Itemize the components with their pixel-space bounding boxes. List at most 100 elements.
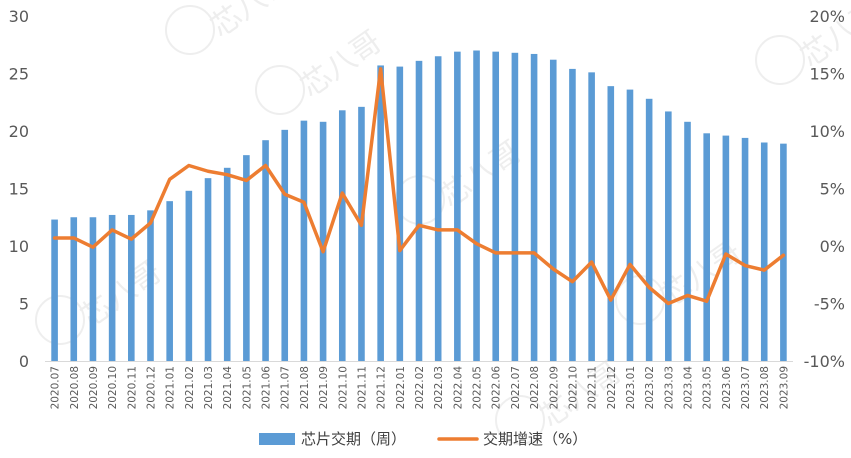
bar: [51, 219, 58, 361]
bar: [454, 51, 461, 362]
bar: [473, 50, 480, 361]
bar: [204, 178, 212, 361]
bar: [607, 86, 615, 362]
x-tick-label: 2021.08: [299, 366, 311, 409]
x-tick-label: 2023.01: [625, 366, 637, 409]
bar: [492, 51, 500, 362]
bar: [319, 121, 327, 361]
x-tick-label: 2021.06: [261, 366, 273, 410]
left-y-tick-label: 15: [9, 180, 29, 199]
watermark-text: 芯八哥: [295, 24, 389, 104]
x-tick-label: 2022.04: [452, 366, 464, 410]
x-tick-label: 2020.10: [107, 366, 119, 409]
bar: [703, 133, 710, 361]
x-axis: 2020.07 2020.08 2020.09 2020.10 2020.11 2020.…: [45, 361, 793, 410]
bar: [569, 68, 576, 362]
x-tick-label: 2021.12: [376, 366, 388, 409]
x-tick-label: 2022.02: [414, 366, 426, 409]
bar: [780, 143, 787, 361]
right-y-tick-label: 5%: [820, 180, 845, 199]
x-tick-label: 2020.11: [126, 366, 138, 409]
bar: [166, 201, 173, 361]
x-tick-label: 2021.05: [241, 366, 253, 409]
x-tick-label: 2022.11: [587, 366, 599, 409]
left-y-axis: 0 5 10 15 20 25 30: [9, 7, 29, 371]
x-tick-label: 2021.02: [184, 366, 196, 409]
bar: [530, 53, 538, 361]
x-tick-label: 2020.09: [88, 366, 100, 409]
bar: [434, 56, 442, 361]
right-y-tick-label: 0%: [820, 237, 845, 256]
x-tick-label: 2020.08: [69, 366, 81, 409]
right-y-tick-label: 10%: [809, 122, 845, 141]
bar: [147, 210, 154, 361]
x-tick-label: 2022.01: [395, 366, 407, 409]
x-tick-label: 2023.07: [740, 366, 752, 409]
x-tick-label: 2021.03: [203, 366, 215, 409]
bar: [665, 111, 672, 361]
bar: [338, 110, 346, 361]
bar: [626, 89, 634, 361]
bar: [684, 121, 691, 361]
x-tick-label: 2023.05: [702, 366, 714, 409]
x-tick-label: 2021.07: [280, 366, 292, 409]
x-tick-label: 2022.07: [510, 366, 522, 409]
x-tick-label: 2021.11: [356, 366, 368, 409]
bar: [358, 106, 365, 361]
x-tick-label: 2023.06: [721, 366, 733, 410]
bar: [108, 214, 116, 361]
watermark-mark: 芯八哥: [165, 0, 299, 55]
legend: 芯片交期（周） 交期增速（%）: [259, 430, 587, 448]
bar-series: [51, 50, 787, 362]
bar: [281, 129, 289, 361]
bar: [223, 167, 231, 361]
x-tick-label: 2022.08: [529, 366, 541, 409]
x-tick-label: 2022.06: [491, 366, 503, 410]
left-y-tick-label: 25: [9, 65, 29, 84]
bar: [396, 66, 404, 361]
bar: [549, 59, 557, 361]
bar: [243, 155, 250, 361]
right-y-tick-label: -10%: [804, 352, 845, 371]
left-y-tick-label: 0: [19, 352, 29, 371]
x-tick-label: 2023.08: [759, 366, 771, 409]
x-tick-label: 2020.12: [145, 366, 157, 409]
bar: [511, 52, 519, 362]
x-tick-label: 2022.12: [606, 366, 618, 409]
right-y-tick-label: -5%: [814, 295, 845, 314]
x-tick-label: 2021.04: [222, 366, 234, 410]
right-y-tick-label: 15%: [809, 65, 845, 84]
left-y-tick-label: 20: [9, 122, 29, 141]
left-y-tick-label: 5: [19, 295, 29, 314]
bar: [300, 120, 308, 362]
x-tick-label: 2023.04: [683, 366, 695, 410]
bar: [89, 217, 97, 361]
bar: [722, 135, 730, 361]
x-tick-label: 2021.01: [165, 366, 177, 409]
x-tick-label: 2022.09: [548, 366, 560, 409]
bar: [588, 72, 595, 361]
right-y-tick-label: 20%: [809, 7, 845, 26]
x-tick-label: 2022.03: [433, 366, 445, 409]
line-series: [52, 67, 786, 306]
watermark-text: 芯八哥: [205, 0, 299, 45]
bar: [185, 190, 193, 361]
bar: [377, 65, 384, 361]
bar: [415, 60, 423, 361]
x-tick-label: 2022.10: [567, 366, 579, 409]
x-tick-label: 2020.07: [50, 366, 62, 409]
legend-label-line: 交期增速（%）: [483, 430, 587, 448]
x-tick-label: 2022.05: [472, 366, 484, 409]
x-tick-label: 2023.03: [663, 366, 675, 409]
legend-swatch-bar: [259, 433, 295, 445]
right-y-axis: -10% -5% 0% 5% 10% 15% 20%: [804, 7, 845, 371]
bar: [741, 137, 749, 361]
x-tick-label: 2023.09: [778, 366, 790, 409]
bar: [128, 214, 135, 361]
left-y-tick-label: 30: [9, 7, 29, 26]
x-tick-label: 2021.09: [318, 366, 330, 409]
legend-label-bar: 芯片交期（周）: [301, 430, 406, 448]
x-tick-label: 2023.02: [644, 366, 656, 409]
